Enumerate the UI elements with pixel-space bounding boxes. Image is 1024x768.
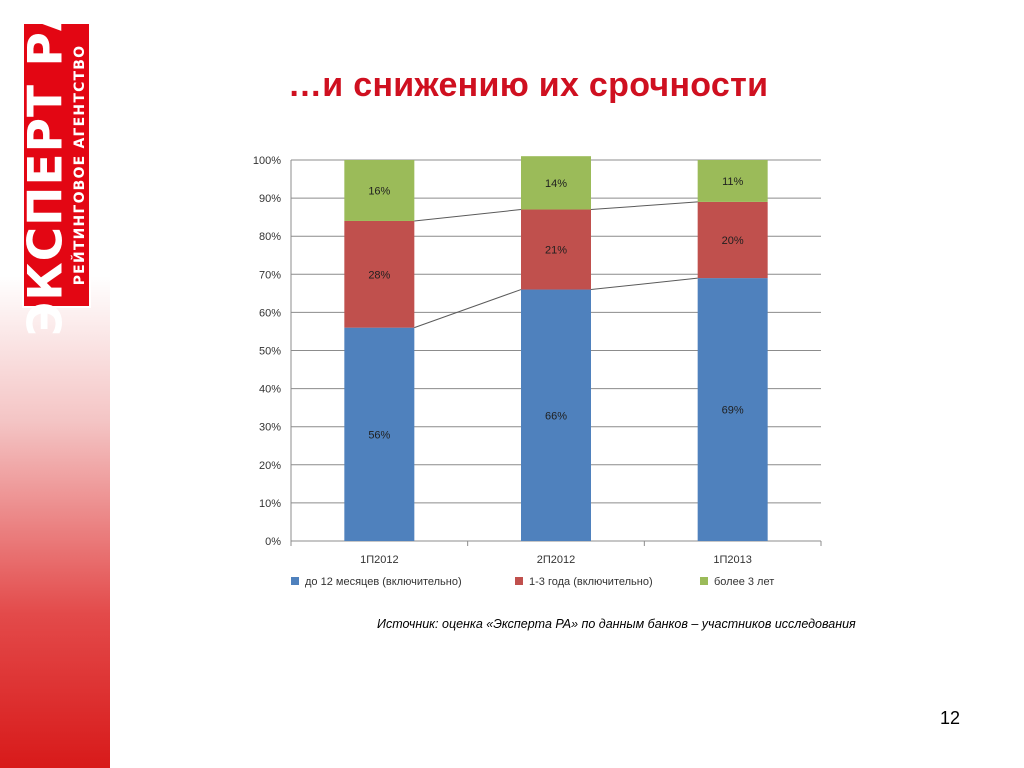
- legend-label: 1-3 года (включительно): [529, 576, 653, 588]
- y-tick-label: 60%: [259, 307, 281, 319]
- data-label: 20%: [722, 235, 744, 247]
- legend-swatch: [291, 577, 299, 585]
- stacked-bar-chart: 0% 10% 20% 30% 40% 50% 60% 70% 80% 90% 100% 56% 28% 1…: [253, 155, 822, 588]
- source-note: Источник: оценка «Эксперта РА» по данным…: [377, 617, 856, 631]
- series-line: [590, 277, 698, 291]
- bar-segment: [344, 160, 415, 221]
- y-tick-label: 90%: [259, 193, 281, 205]
- legend-label: до 12 месяцев (включительно): [305, 576, 462, 588]
- y-tick-label: 70%: [259, 269, 281, 281]
- bar-segment: [697, 201, 768, 279]
- series-line: [590, 201, 698, 211]
- y-tick-label: 30%: [259, 422, 281, 434]
- bar-segment: [521, 289, 591, 541]
- y-tick-label: 40%: [259, 384, 281, 396]
- slide-title: …и снижению их срочности: [288, 66, 769, 104]
- bar-segment: [521, 209, 591, 290]
- data-label: 11%: [722, 176, 743, 188]
- data-label: 21%: [545, 245, 567, 257]
- data-label: 66%: [545, 410, 567, 422]
- data-label: 56%: [368, 429, 390, 441]
- y-tick-label: 80%: [259, 231, 281, 243]
- x-tick-label: 1П2012: [360, 554, 399, 566]
- bar-segment: [697, 278, 768, 541]
- data-label: 69%: [722, 405, 744, 417]
- series-line: [414, 289, 522, 329]
- expert-ra-logo: ЭКСПЕРТ РА РЕЙТИНГОВОЕ АГЕНТСТВО: [18, 0, 91, 336]
- bar-segment: [521, 156, 591, 210]
- y-tick-label: 0%: [265, 536, 281, 548]
- x-tick-label: 1П2013: [713, 554, 752, 566]
- bar-segment: [697, 160, 768, 202]
- page-number: 12: [940, 708, 961, 728]
- x-tick-label: 2П2012: [537, 554, 576, 566]
- y-tick-label: 100%: [253, 155, 281, 167]
- series-line: [414, 209, 522, 222]
- legend-swatch: [515, 577, 523, 585]
- legend-swatch: [700, 577, 708, 585]
- data-label: 28%: [368, 269, 390, 281]
- bar-segment: [344, 327, 415, 541]
- y-tick-label: 50%: [259, 346, 281, 358]
- y-tick-label: 20%: [259, 460, 281, 472]
- data-label: 14%: [545, 178, 567, 190]
- legend-label: более 3 лет: [714, 576, 774, 588]
- data-label: 16%: [368, 185, 390, 197]
- bar-segment: [344, 220, 415, 328]
- y-tick-label: 10%: [259, 498, 281, 510]
